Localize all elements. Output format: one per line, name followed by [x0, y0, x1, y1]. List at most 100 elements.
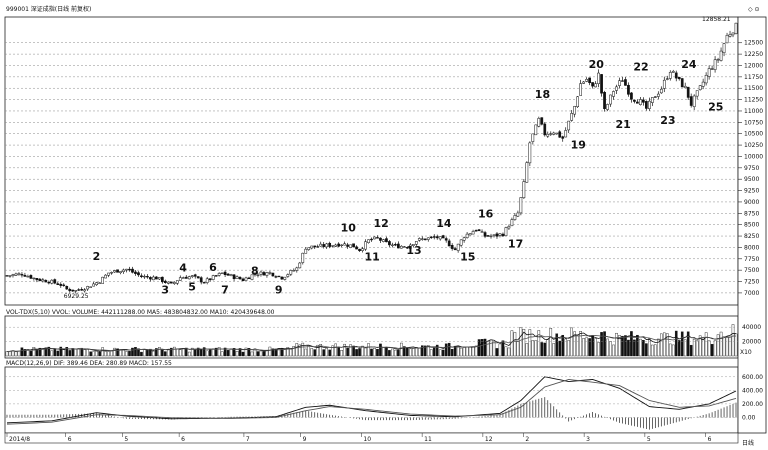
candle-body — [295, 267, 299, 271]
volume-bar — [155, 348, 158, 357]
volume-bar — [196, 347, 200, 357]
volume-bar — [298, 344, 302, 357]
candle-body — [573, 106, 577, 115]
volume-bar — [579, 331, 582, 357]
candle-body — [122, 269, 125, 272]
volume-bar — [38, 347, 42, 357]
volume-bar — [181, 348, 185, 357]
volume-bar — [190, 347, 194, 357]
volume-bar — [627, 339, 630, 357]
volume-bar — [633, 339, 636, 357]
candle-body — [704, 75, 708, 84]
volume-bar — [645, 343, 648, 357]
candle-body — [707, 68, 711, 77]
volume-bar — [113, 347, 116, 357]
volume-bar — [588, 338, 591, 357]
candle-body — [516, 212, 520, 217]
candle-body — [725, 35, 729, 44]
wave-label: 23 — [660, 114, 675, 127]
volume-bar — [373, 348, 376, 357]
candle-body — [346, 244, 349, 247]
candle-body — [692, 95, 696, 107]
volume-bar — [116, 348, 119, 357]
volume-bar — [665, 333, 669, 357]
volume-bar — [704, 332, 708, 357]
candle-body — [435, 236, 439, 239]
candle-body — [411, 244, 415, 246]
dea-line — [6, 379, 737, 425]
volume-bar — [477, 339, 481, 357]
volume-bar — [642, 339, 645, 357]
volume-bar — [468, 346, 472, 357]
candle-body — [268, 272, 272, 274]
volume-bar — [274, 348, 278, 357]
date-tick-label: 5 — [124, 436, 128, 443]
wave-label: 21 — [615, 118, 630, 131]
candle-body — [639, 99, 642, 105]
low-label: 6929.25 — [64, 293, 89, 300]
candle-body — [450, 245, 454, 249]
volume-bar — [734, 333, 738, 357]
candle-body — [334, 244, 337, 247]
candle-body — [537, 118, 541, 127]
volume-bar — [110, 350, 113, 357]
candle-body — [95, 282, 98, 286]
candle-body — [713, 59, 717, 70]
candle-body — [414, 241, 418, 245]
volume-bar — [429, 349, 433, 357]
volume-bar — [695, 340, 699, 357]
volume-bar — [77, 348, 81, 357]
volume-bar — [241, 351, 245, 357]
volume-bar — [128, 350, 131, 357]
candle-body — [143, 275, 146, 278]
price-tick-label: 11250 — [744, 97, 763, 104]
candle-body — [567, 120, 571, 131]
wave-label: 15 — [460, 251, 475, 264]
candle-body — [406, 247, 409, 249]
candle-body — [29, 275, 33, 279]
candle-body — [603, 91, 606, 109]
volume-bar — [462, 346, 466, 357]
volume-bar — [310, 348, 314, 357]
volume-bar — [677, 340, 681, 357]
candle-body — [489, 235, 493, 238]
candle-body — [274, 276, 278, 278]
candle-body — [734, 22, 738, 34]
volume-bar — [435, 344, 439, 357]
dif-line — [6, 376, 737, 424]
candle-body — [196, 276, 200, 279]
volume-bar — [388, 350, 391, 357]
volume-bar — [29, 350, 33, 357]
volume-bar — [289, 349, 293, 357]
candle-body — [519, 197, 523, 214]
volume-bar — [474, 345, 478, 357]
price-tick-label: 11750 — [744, 74, 763, 81]
volume-bar — [657, 338, 660, 357]
candle-body — [471, 231, 475, 235]
candle-body — [731, 32, 735, 36]
candle-body — [456, 243, 460, 251]
price-tick-label: 10000 — [744, 153, 763, 160]
candle-body — [582, 81, 585, 84]
candle-body — [468, 233, 472, 236]
volume-tick-label: 40000 — [742, 324, 761, 331]
volume-bar — [501, 340, 505, 357]
macd-panel — [4, 366, 739, 434]
volume-bar — [199, 349, 203, 357]
volume-bar — [522, 328, 526, 357]
price-tick-label: 10500 — [744, 131, 763, 138]
wave-label: 2 — [93, 250, 101, 263]
period-label: 日线 — [742, 439, 754, 447]
candle-body — [426, 237, 430, 240]
volume-unit: X10 — [740, 349, 752, 356]
candle-body — [459, 239, 463, 246]
candle-body — [367, 239, 370, 243]
volume-bar — [217, 347, 221, 357]
candle-body — [175, 280, 179, 284]
volume-bar — [167, 349, 170, 357]
wave-label: 5 — [188, 281, 196, 294]
volume-bar — [325, 347, 328, 357]
candle-body — [429, 236, 433, 239]
corner-icons[interactable]: ◇ ⊙ — [748, 6, 760, 13]
candle-body — [370, 238, 373, 241]
